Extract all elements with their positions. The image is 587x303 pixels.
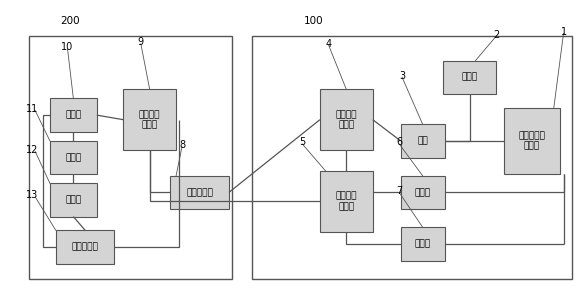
Text: 7: 7 xyxy=(396,186,402,196)
Text: 膨胀罐: 膨胀罐 xyxy=(461,73,478,82)
Bar xyxy=(50,183,97,217)
Text: 6: 6 xyxy=(396,137,402,148)
Bar xyxy=(56,230,114,264)
Bar xyxy=(50,141,97,174)
Text: 8: 8 xyxy=(179,140,185,151)
Text: 2: 2 xyxy=(493,30,499,40)
Text: 第二电子
三通阀: 第二电子 三通阀 xyxy=(336,192,357,211)
Text: 100: 100 xyxy=(304,16,324,26)
Text: 13: 13 xyxy=(26,190,38,201)
Text: 5: 5 xyxy=(299,137,305,148)
Text: 9: 9 xyxy=(138,37,144,48)
Text: 10: 10 xyxy=(62,42,73,52)
Text: 电子膨胀阀: 电子膨胀阀 xyxy=(72,242,99,251)
Bar xyxy=(29,36,232,279)
Text: 200: 200 xyxy=(60,16,80,26)
Bar xyxy=(504,108,560,174)
Text: 压缩机: 压缩机 xyxy=(65,111,82,120)
Text: 12: 12 xyxy=(26,145,39,155)
Text: 储能电池包
冷却板: 储能电池包 冷却板 xyxy=(518,131,545,151)
Bar xyxy=(170,176,229,209)
Text: 冷凝器: 冷凝器 xyxy=(65,195,82,205)
Bar xyxy=(50,98,97,132)
Text: 第三电子
三通阀: 第三电子 三通阀 xyxy=(139,110,160,129)
Text: 加热器: 加热器 xyxy=(414,188,431,197)
Text: 水泵: 水泵 xyxy=(417,136,428,145)
Bar xyxy=(252,36,572,279)
Bar xyxy=(443,61,496,94)
Bar xyxy=(400,227,445,261)
Bar xyxy=(123,89,176,150)
Text: 储液罐: 储液罐 xyxy=(65,153,82,162)
Bar xyxy=(400,124,445,158)
Text: 3: 3 xyxy=(399,71,405,81)
Text: 散热器: 散热器 xyxy=(414,239,431,248)
Bar xyxy=(320,89,373,150)
Text: 第一电子
三通阀: 第一电子 三通阀 xyxy=(336,110,357,129)
Text: 11: 11 xyxy=(26,104,38,114)
Text: 1: 1 xyxy=(561,27,566,37)
Bar xyxy=(320,171,373,232)
Text: 板式换热器: 板式换热器 xyxy=(186,188,213,197)
Text: 4: 4 xyxy=(326,39,332,49)
Bar xyxy=(400,176,445,209)
